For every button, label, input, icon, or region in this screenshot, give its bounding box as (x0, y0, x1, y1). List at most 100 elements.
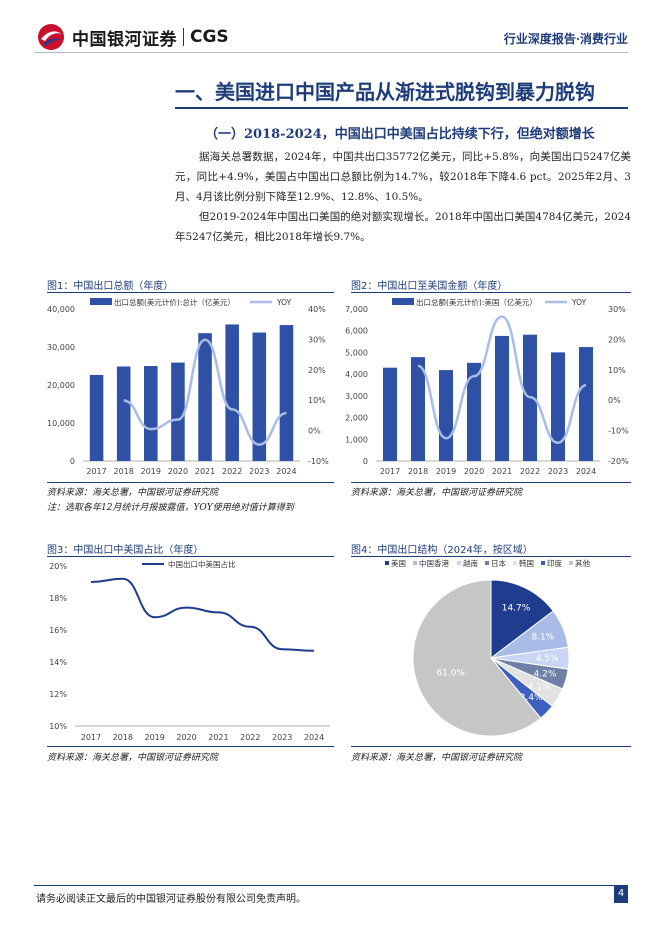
section-divider (175, 107, 628, 109)
fig3-xtick: 2020 (176, 733, 196, 742)
fig3-xtick: 2018 (113, 733, 133, 742)
report-type: 行业深度报告·消费行业 (503, 32, 628, 46)
fig2-bar (551, 352, 565, 461)
logo-text-en: CGS (190, 27, 229, 47)
fig3-ytick: 18% (49, 594, 67, 603)
fig2-ytick-left: 6,000 (345, 327, 368, 336)
fig4-legend-swatch (569, 561, 573, 565)
header-divider (34, 52, 628, 53)
fig4-bottom-line (351, 746, 631, 747)
fig1-ytick-left: 30,000 (47, 343, 75, 352)
fig2-xtick: 2021 (492, 467, 512, 476)
fig3-ytick: 20% (49, 562, 67, 571)
fig1-legend-bar-label: 出口总额(美元计价):总计（亿美元） (114, 297, 235, 307)
fig1-ytick-right: 10% (308, 396, 326, 405)
fig4-value-label: 3.4% (520, 693, 543, 703)
fig1-bar (225, 324, 239, 461)
fig2-ytick-right: 0% (608, 396, 621, 405)
fig2-chart: 0 1,000 2,000 3,000 4,000 5,000 6,000 7,000 -20%… (345, 297, 629, 476)
fig2-ytick-left: 3,000 (345, 392, 368, 401)
brand-logo: 中国银河证券 CGS (36, 22, 229, 52)
fig1-ytick-left: 10,000 (47, 419, 75, 428)
fig3-ytick: 10% (49, 722, 67, 731)
fig1-xtick: 2020 (168, 467, 188, 476)
fig2-ytick-right: 30% (608, 305, 626, 314)
fig1-legend-bar-swatch (90, 298, 112, 305)
logo-text-cn: 中国银河证券 (72, 29, 177, 50)
fig1-title: 图1：中国出口总额（年度） (47, 281, 174, 292)
fig3-ytick: 12% (49, 690, 67, 699)
fig2-bar (411, 357, 425, 461)
fig2-xtick: 2019 (436, 467, 456, 476)
fig2-xtick: 2017 (380, 467, 400, 476)
fig2-yoy-line (417, 315, 587, 445)
footer-divider (34, 885, 628, 886)
fig2-xtick: 2020 (464, 467, 484, 476)
fig2-ytick-left: 4,000 (345, 370, 368, 379)
fig4-source: 资料来源：海关总署，中国银河证券研究院 (351, 753, 523, 763)
fig4-legend-label: 日本 (491, 558, 506, 568)
fig1-legend-line-label: YOY (276, 298, 292, 307)
fig4-value-label: 61.0% (436, 669, 465, 679)
fig2-title: 图2：中国出口至美国金额（年度） (351, 281, 508, 292)
logo-icon (38, 24, 64, 50)
fig1-bar (279, 325, 294, 461)
fig3-xtick: 2021 (208, 733, 228, 742)
fig2-ytick-left: 5,000 (345, 348, 368, 357)
fig2-legend-bar-label: 出口总额(美元计价):美国（亿美元） (416, 297, 537, 307)
fig1-ytick-left: 20,000 (47, 381, 75, 390)
fig2-legend-bar-swatch (392, 298, 414, 305)
fig2-ytick-right: -20% (608, 457, 629, 466)
fig2-bar (467, 362, 481, 461)
fig2-title-line (351, 292, 631, 293)
fig2-bar (579, 347, 593, 461)
fig2-xtick: 2018 (408, 467, 428, 476)
fig4-legend-swatch (541, 561, 545, 565)
fig4-legend-label: 印度 (547, 558, 562, 568)
fig2-source: 资料来源：海关总署，中国银河证券研究院 (351, 488, 523, 498)
fig1-source: 资料来源：海关总署，中国银河证券研究院 (47, 488, 219, 498)
fig3-title-line (47, 556, 334, 557)
page-number: 4 (614, 885, 628, 903)
fig4-value-label: 4.2% (534, 669, 557, 679)
fig4-legend-label: 韩国 (519, 558, 534, 568)
fig1-ytick-right: -10% (308, 457, 329, 466)
fig3-legend-label: 中国出口中美国占比 (168, 559, 236, 569)
fig4-legend-swatch (513, 561, 517, 565)
fig3-ytick: 14% (49, 658, 67, 667)
fig1-bar (171, 362, 185, 461)
fig1-bar (252, 332, 267, 461)
fig4-legend-label: 美国 (391, 558, 406, 568)
fig4-legend-label: 越南 (463, 558, 478, 568)
fig1-bar (144, 366, 158, 461)
fig3-xtick: 2023 (272, 733, 292, 742)
fig4-legend-label: 其他 (575, 558, 590, 568)
fig2-ytick-left: 7,000 (345, 305, 368, 314)
fig2-xtick: 2023 (548, 467, 568, 476)
paragraph-2: 但2019-2024年中国出口美国的绝对额实现增长。2018年中国出口美国478… (175, 211, 631, 243)
fig4-slice-其他 (412, 579, 542, 737)
fig2-ytick-right: 20% (608, 335, 626, 344)
fig3-chart: 10% 12% 14% 16% 18% 20% 2017 2018 2019 2020 2021 20… (49, 559, 330, 742)
fig2-legend-line-label: YOY (571, 298, 587, 307)
section-title: 一、美国进口中国产品从渐进式脱钩到暴力脱钩 (175, 80, 595, 104)
fig3-bottom-line (47, 746, 334, 747)
fig4-value-label: 8.1% (531, 633, 554, 643)
fig1-xtick: 2022 (222, 467, 242, 476)
fig2-bar (439, 370, 453, 461)
fig2-ytick-left: 0 (363, 457, 368, 466)
fig1-ytick-right: 20% (308, 366, 326, 375)
footer-disclaimer: 请务必阅读正文最后的中国银河证券股份有限公司免责声明。 (36, 894, 306, 905)
fig2-bar (383, 367, 397, 461)
fig1-xtick: 2021 (195, 467, 215, 476)
fig3-ytick: 16% (49, 626, 67, 635)
fig1-ytick-right: 0% (308, 427, 321, 436)
fig3-xtick: 2017 (81, 733, 101, 742)
fig3-source: 资料来源：海关总署，中国银河证券研究院 (47, 753, 219, 763)
fig1-ytick-left: 40,000 (47, 305, 75, 314)
fig2-bar (495, 335, 509, 461)
fig1-xtick: 2019 (141, 467, 161, 476)
paragraph-1: 据海关总署数据，2024年，中国共出口35772亿美元，同比+5.8%，向美国出… (175, 151, 631, 203)
fig4-legend-swatch (457, 561, 461, 565)
fig1-yoy-line (123, 338, 287, 446)
